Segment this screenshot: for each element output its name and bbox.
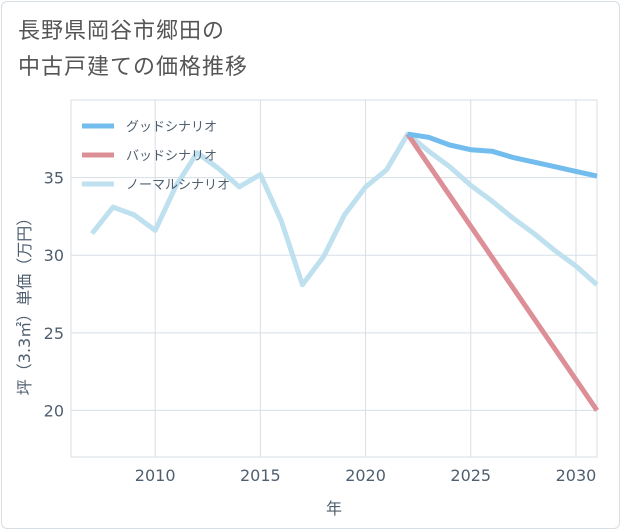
chart-title: 長野県岡谷市郷田の 中古戸建ての価格推移 xyxy=(18,14,248,86)
chart-title-line2: 中古戸建ての価格推移 xyxy=(18,55,249,80)
y-tick-label: 20 xyxy=(44,401,64,420)
series-line-0 xyxy=(407,131,598,179)
x-axis-label: 年 xyxy=(326,499,342,518)
series-lines xyxy=(90,131,600,412)
x-tick-label: 2025 xyxy=(450,466,491,485)
y-tick-label: 35 xyxy=(44,169,64,188)
y-axis-label: 坪（3.3㎡）単価（万円） xyxy=(15,210,34,395)
grid xyxy=(70,99,598,458)
series-line-1 xyxy=(405,132,600,412)
x-tick-label: 2020 xyxy=(345,466,386,485)
plot-border xyxy=(70,99,598,458)
legend-label-0: グッドシナリオ xyxy=(126,120,217,135)
x-tick-label: 2010 xyxy=(135,466,176,485)
series-line-2 xyxy=(90,131,599,288)
x-tick-label: 2030 xyxy=(556,466,597,485)
x-tick-label: 2015 xyxy=(240,466,281,485)
y-tick-label: 25 xyxy=(44,324,64,343)
legend-label-2: ノーマルシナリオ xyxy=(126,178,230,193)
chart-title-line1: 長野県岡谷市郷田の xyxy=(18,19,226,44)
y-tick-label: 30 xyxy=(44,246,64,265)
legend-label-1: バッドシナリオ xyxy=(126,149,217,164)
